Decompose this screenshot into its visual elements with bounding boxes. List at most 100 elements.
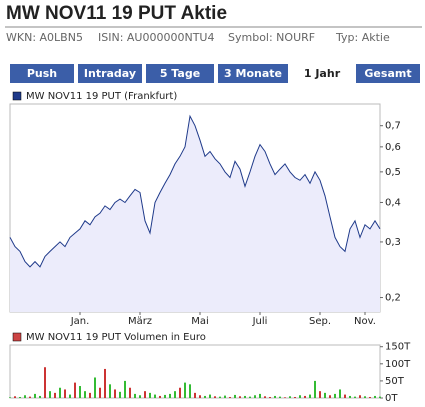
y-tick-label: 0,6 bbox=[385, 142, 401, 153]
volume-bar bbox=[49, 391, 51, 398]
volume-bar bbox=[274, 395, 276, 398]
legend-swatch bbox=[12, 91, 22, 101]
x-tick-label: Jan. bbox=[70, 316, 90, 327]
legend-label: MW NOV11 19 PUT (Frankfurt) bbox=[26, 91, 177, 102]
volume-bar bbox=[339, 389, 341, 398]
volume-bar bbox=[244, 395, 246, 398]
tab[interactable] bbox=[218, 64, 288, 83]
volume-bar bbox=[359, 395, 361, 398]
volume-bar bbox=[204, 395, 206, 398]
price-line bbox=[9, 114, 381, 268]
y-tick-label: 0,7 bbox=[385, 121, 401, 132]
volume-bar bbox=[239, 396, 241, 398]
volume-bar bbox=[94, 377, 96, 398]
tab-label[interactable]: Push bbox=[27, 67, 57, 80]
tab-label[interactable]: 3 Monate bbox=[224, 67, 282, 80]
volume-bar bbox=[109, 384, 111, 398]
y-tick-label: 150T bbox=[385, 342, 411, 353]
volume-bar bbox=[164, 394, 166, 398]
volume-bar bbox=[269, 396, 271, 398]
volume-bar bbox=[374, 395, 376, 398]
volume-bar bbox=[199, 395, 201, 398]
info-item: Typ: Aktie bbox=[335, 31, 390, 44]
legend-swatch bbox=[12, 332, 22, 342]
volume-bar bbox=[69, 394, 71, 398]
volume-bar bbox=[319, 391, 321, 398]
area bbox=[10, 116, 380, 312]
info-item: Symbol: NOURF bbox=[228, 31, 315, 44]
volume-bar bbox=[19, 396, 21, 398]
volume-bar bbox=[9, 397, 11, 398]
tab[interactable] bbox=[292, 64, 352, 83]
plot-area bbox=[9, 344, 381, 399]
info-item: ISIN: AU000000NTU4 bbox=[98, 31, 214, 44]
volume-bar bbox=[314, 380, 316, 398]
volume-bar bbox=[54, 392, 56, 398]
volume-bar bbox=[34, 393, 36, 398]
volume-bar bbox=[334, 393, 336, 398]
volume-bar bbox=[224, 395, 226, 398]
tab-label[interactable]: 5 Tage bbox=[160, 67, 200, 80]
volume-bar bbox=[79, 386, 81, 398]
volume-bar bbox=[344, 394, 346, 398]
volume-bar bbox=[24, 395, 26, 398]
volume-bar bbox=[159, 395, 161, 398]
volume-bar bbox=[124, 380, 126, 398]
volume-bar bbox=[144, 391, 146, 398]
volume-bar bbox=[309, 394, 311, 398]
tab-bar: Push Intraday 5 Tage 3 Monate 1 Jahr Gesamt bbox=[10, 64, 420, 83]
tab-label[interactable]: Intraday bbox=[84, 67, 136, 80]
volume-bar bbox=[154, 394, 156, 398]
volume-bar bbox=[379, 396, 381, 398]
volume-bar bbox=[354, 396, 356, 398]
volume-bar bbox=[279, 396, 281, 398]
volume-bar bbox=[289, 396, 291, 398]
volume-bar bbox=[324, 392, 326, 398]
volume-bar bbox=[294, 396, 296, 398]
tab[interactable] bbox=[356, 64, 420, 83]
volume-bar bbox=[39, 395, 41, 398]
volume-bar bbox=[299, 395, 301, 398]
volume-bar bbox=[84, 391, 86, 398]
volume-bar bbox=[74, 382, 76, 398]
volume-bar bbox=[119, 391, 121, 398]
volume-bar bbox=[174, 391, 176, 398]
volume-bar bbox=[134, 393, 136, 398]
volume-bar bbox=[249, 396, 251, 398]
y-tick-label: 0T bbox=[385, 393, 398, 404]
volume-bar bbox=[194, 392, 196, 398]
legend-label: MW NOV11 19 PUT Volumen in Euro bbox=[26, 332, 206, 343]
volume-bar bbox=[189, 384, 191, 398]
volume-bar bbox=[169, 393, 171, 398]
volume-bar bbox=[304, 395, 306, 398]
y-tick-label: 100T bbox=[385, 359, 411, 370]
y-tick-label: 0,4 bbox=[385, 197, 401, 208]
y-tick-label: 0,2 bbox=[385, 293, 401, 304]
tab[interactable] bbox=[10, 64, 74, 83]
x-tick-label: Sep. bbox=[309, 316, 331, 327]
tab-label[interactable]: Gesamt bbox=[364, 67, 411, 80]
volume-bar bbox=[44, 367, 46, 398]
y-tick-label: 50T bbox=[385, 376, 405, 387]
volume-bar bbox=[114, 389, 116, 398]
volume-bar bbox=[214, 396, 216, 398]
volume-bar bbox=[234, 394, 236, 398]
volume-bar bbox=[219, 396, 221, 398]
info-item: WKN: A0LBN5 bbox=[6, 31, 83, 44]
y-tick-label: 0,3 bbox=[385, 237, 401, 248]
tab[interactable] bbox=[146, 64, 214, 83]
volume-bar bbox=[59, 387, 61, 398]
x-tick-label: März bbox=[128, 316, 152, 327]
x-tick-label: Nov. bbox=[354, 316, 376, 327]
title: MW NOV11 19 PUT Aktie bbox=[6, 3, 227, 24]
volume-bar bbox=[99, 387, 101, 398]
tab-label[interactable]: 1 Jahr bbox=[304, 67, 341, 80]
volume-bar bbox=[209, 394, 211, 398]
volume-bar bbox=[349, 395, 351, 398]
volume-bar bbox=[14, 396, 16, 398]
volume-bar bbox=[184, 382, 186, 398]
volume-bar bbox=[179, 387, 181, 398]
tab[interactable] bbox=[78, 64, 142, 83]
